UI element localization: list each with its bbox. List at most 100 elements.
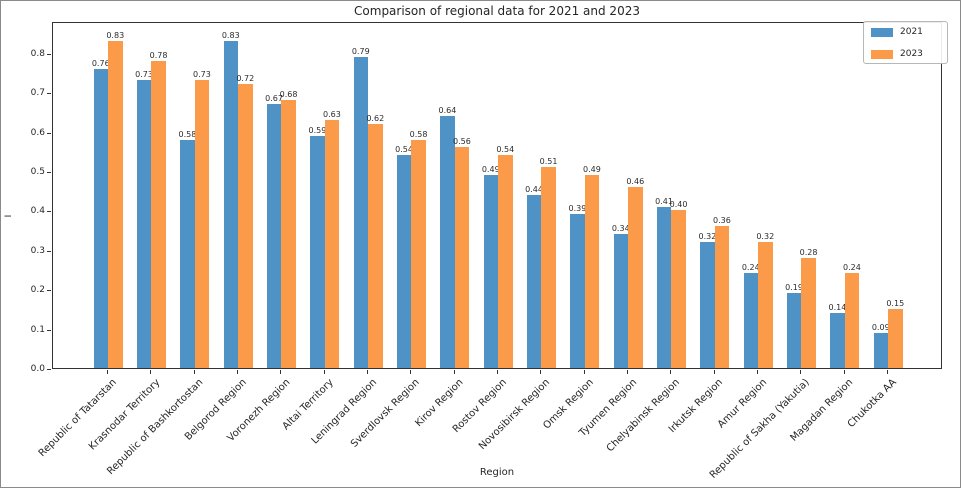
bar-value-label: 0.44 xyxy=(525,185,543,194)
legend-swatch-2023 xyxy=(871,49,893,59)
bar-value-label: 0.14 xyxy=(828,303,847,312)
x-tick-mark xyxy=(540,370,542,374)
legend-label-2021: 2021 xyxy=(900,27,923,37)
y-tick-mark xyxy=(47,133,51,134)
bar-2021 xyxy=(310,136,325,368)
legend-entry-2023: 2023 xyxy=(871,49,940,59)
legend: 2021 2023 xyxy=(863,21,948,64)
bar-2023 xyxy=(368,124,383,368)
bar-value-label: 0.73 xyxy=(135,70,153,79)
y-tick-label: 0.1 xyxy=(30,325,45,335)
y-tick-mark xyxy=(47,369,51,370)
bar-value-label: 0.51 xyxy=(539,157,558,166)
bar-value-label: 0.09 xyxy=(871,323,890,332)
bar-2023 xyxy=(888,309,903,368)
bar-2023 xyxy=(324,120,340,368)
bar-2023 xyxy=(671,210,686,368)
bar-2023 xyxy=(498,155,513,368)
bar-value-label: 0.72 xyxy=(236,74,255,83)
legend-swatch-2021 xyxy=(871,27,893,37)
x-tick-mark xyxy=(583,370,585,374)
y-tick-mark xyxy=(47,93,51,94)
bar-2021 xyxy=(743,273,758,368)
bar-2021 xyxy=(873,333,888,368)
legend-label-2023: 2023 xyxy=(900,49,923,59)
bar-2021 xyxy=(700,242,715,368)
y-tick-mark xyxy=(47,54,51,55)
x-tick-label: Chelyabinsk Region xyxy=(604,377,683,455)
x-tick-mark xyxy=(453,370,455,374)
bar-2023 xyxy=(238,84,253,368)
bar-value-label: 0.78 xyxy=(149,51,168,60)
bar-2023 xyxy=(584,175,600,368)
bar-2023 xyxy=(801,258,816,368)
bar-2021 xyxy=(656,207,672,368)
bar-value-label: 0.56 xyxy=(453,137,471,146)
bar-value-label: 0.36 xyxy=(713,216,731,225)
bar-2021 xyxy=(526,195,542,368)
y-axis-label: I xyxy=(4,214,14,218)
bar-value-label: 0.39 xyxy=(568,204,587,213)
x-tick-mark xyxy=(193,370,195,374)
x-tick-mark xyxy=(323,370,325,374)
bar-value-label: 0.63 xyxy=(323,110,341,119)
y-tick-label: 0.3 xyxy=(30,246,45,256)
bar-value-label: 0.40 xyxy=(669,200,688,209)
y-tick-mark xyxy=(47,290,51,291)
bar-value-label: 0.59 xyxy=(308,126,327,135)
y-tick-mark xyxy=(47,172,51,173)
y-tick-label: 0.7 xyxy=(30,88,45,98)
bar-value-label: 0.34 xyxy=(611,224,630,233)
y-tick-mark xyxy=(47,211,51,212)
x-tick-mark xyxy=(670,370,672,374)
bar-value-label: 0.49 xyxy=(583,165,601,174)
bar-value-label: 0.62 xyxy=(366,114,385,123)
bar-value-label: 0.58 xyxy=(409,130,428,139)
y-tick-mark xyxy=(47,251,51,252)
y-tick-label: 0.8 xyxy=(30,49,45,59)
bar-value-label: 0.83 xyxy=(106,31,125,40)
bar-2021 xyxy=(353,57,368,368)
bar-2023 xyxy=(541,167,556,368)
y-tick-label: 0.4 xyxy=(30,206,45,216)
x-tick-mark xyxy=(713,370,715,374)
y-tick-mark xyxy=(47,330,51,331)
x-axis-label: Region xyxy=(479,467,515,478)
x-tick-mark xyxy=(800,370,802,374)
bar-value-label: 0.68 xyxy=(279,90,298,99)
bar-value-label: 0.79 xyxy=(351,47,370,56)
x-tick-mark xyxy=(887,370,888,374)
bar-value-label: 0.49 xyxy=(481,165,500,174)
bar-2023 xyxy=(844,273,860,368)
x-tick-mark xyxy=(107,370,108,374)
bar-value-label: 0.58 xyxy=(178,130,197,139)
bar-2023 xyxy=(151,61,166,368)
bar-2021 xyxy=(786,293,802,368)
bar-2021 xyxy=(483,175,498,368)
bar-value-label: 0.32 xyxy=(756,232,775,241)
bar-2021 xyxy=(266,104,282,368)
x-tick-mark xyxy=(627,370,628,374)
y-tick-label: 0.0 xyxy=(30,364,45,374)
x-tick-mark xyxy=(410,370,412,374)
x-tick-mark xyxy=(367,370,368,374)
bar-2023 xyxy=(714,226,730,368)
bar-2023 xyxy=(454,147,470,368)
bar-2023 xyxy=(194,80,210,368)
bar-value-label: 0.83 xyxy=(221,31,240,40)
x-tick-mark xyxy=(280,370,282,374)
bar-2023 xyxy=(281,100,296,368)
legend-entry-2021: 2021 xyxy=(871,27,940,37)
bar-value-label: 0.28 xyxy=(799,248,818,257)
x-tick-mark xyxy=(757,370,758,374)
bar-2021 xyxy=(396,155,412,368)
bar-value-label: 0.15 xyxy=(886,299,905,308)
bar-2021 xyxy=(440,116,455,368)
bar-value-label: 0.54 xyxy=(395,145,413,154)
chart-title: Comparison of regional data for 2021 and… xyxy=(354,4,640,18)
bar-2023 xyxy=(108,41,123,368)
bar-2021 xyxy=(223,41,238,368)
bar-value-label: 0.24 xyxy=(843,263,861,272)
plot-area: 0.76 0.83 0.73 0.78 0.58 0.73 0.83 0.72 0.67 0.68… xyxy=(52,22,942,369)
